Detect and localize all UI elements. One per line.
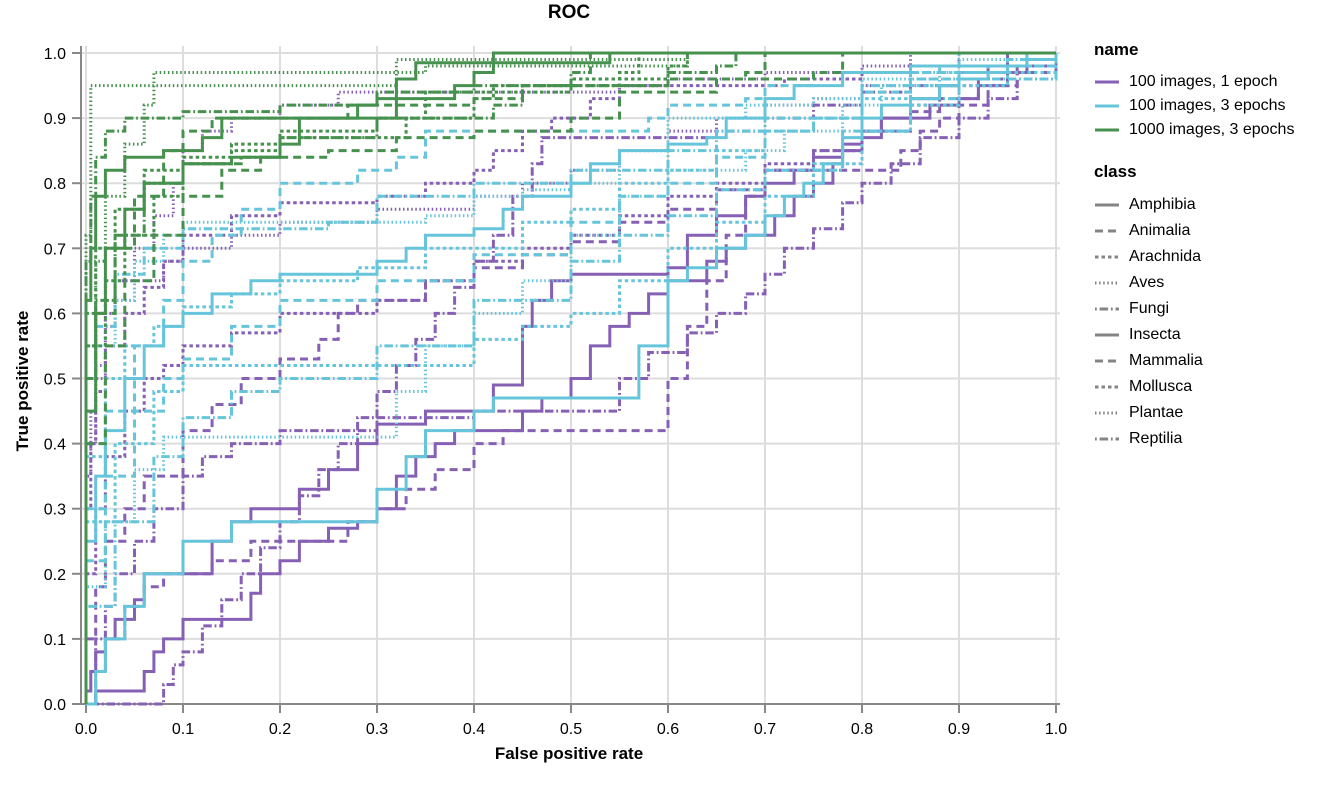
y-tick-label: 0.2 <box>44 567 66 584</box>
x-tick-label: 0.4 <box>463 721 485 738</box>
legend-class-entries: Amphibia Animalia Arachnida Aves Fungi Insect… <box>1094 192 1334 452</box>
y-tick-label: 0.3 <box>44 502 66 519</box>
y-tick-label: 0.5 <box>44 372 66 389</box>
legend-entry-100-images-1-epoch: 100 images, 1 epoch <box>1094 70 1334 94</box>
legend-entry-plantae: Plantae <box>1094 400 1334 426</box>
roc-curve-100-images-1-epoch-animalia <box>86 53 1058 706</box>
legend-entry-reptilia: Reptilia <box>1094 426 1334 452</box>
legend-entry-100-images-1-epoch-label: 100 images, 1 epoch <box>1129 73 1278 90</box>
legend-entry-aves-label: Aves <box>1129 274 1165 291</box>
x-tick-label: 1.0 <box>1045 721 1067 738</box>
legend-entry-arachnida: Arachnida <box>1094 244 1334 270</box>
legend-entry-plantae-label: Plantae <box>1129 404 1184 421</box>
roc-curve-1000-images-3-epochs-amphibia <box>84 51 1056 704</box>
roc-curve-1000-images-3-epochs-mollusca <box>84 51 1056 704</box>
roc-curve-100-images-1-epoch-insecta <box>86 53 1058 706</box>
legend-swatch-line <box>1095 333 1119 337</box>
roc-curve-100-images-3-epochs-reptilia <box>84 53 1058 704</box>
legend-swatch-line <box>1095 385 1119 389</box>
legend-entry-amphibia-label: Amphibia <box>1129 196 1196 213</box>
x-tick-label: 0.1 <box>172 721 194 738</box>
legend-entry-arachnida-label: Arachnida <box>1129 248 1202 265</box>
legend-entry-fungi: Fungi <box>1094 296 1334 322</box>
legend-entry-fungi-label: Fungi <box>1129 300 1170 317</box>
legend-swatch-line <box>1095 359 1119 363</box>
y-tick-label: 1.0 <box>44 46 66 63</box>
x-tick-label: 0.0 <box>75 721 97 738</box>
roc-curve-1000-images-3-epochs-reptilia <box>84 51 1056 704</box>
roc-curve-1000-images-3-epochs-animalia <box>84 51 1056 704</box>
legend-entry-mammalia: Mammalia <box>1094 348 1334 374</box>
roc-curve-1000-images-3-epochs-mammalia <box>84 51 1056 704</box>
roc-curve-100-images-1-epoch-fungi <box>84 53 1058 704</box>
legend-entry-100-images-3-epochs-label: 100 images, 3 epochs <box>1129 97 1286 114</box>
x-axis-title: False positive rate <box>494 744 644 763</box>
legend-swatch-line <box>1095 437 1119 441</box>
legend-swatch-line <box>1095 229 1119 233</box>
y-tick-label: 0.9 <box>44 111 66 128</box>
legend: name 100 images, 1 epoch 100 images, 3 ep… <box>1094 40 1334 452</box>
x-tick-label: 0.5 <box>560 721 582 738</box>
roc-curve-100-images-1-epoch-mammalia <box>84 53 1058 704</box>
legend-entry-aves: Aves <box>1094 270 1334 296</box>
x-tick-label: 0.2 <box>269 721 291 738</box>
y-axis-title: True positive rate <box>13 310 32 452</box>
roc-curve-100-images-3-epochs-mammalia <box>84 53 1058 704</box>
legend-swatch-line <box>1095 255 1119 259</box>
x-tick-label: 0.8 <box>851 721 873 738</box>
legend-swatch-line <box>1095 104 1119 108</box>
roc-curve-100-images-3-epochs-plantae <box>84 53 1058 704</box>
legend-entry-amphibia: Amphibia <box>1094 192 1334 218</box>
roc-curve-100-images-3-epochs-insecta <box>86 53 1058 706</box>
roc-curve-100-images-3-epochs-mollusca <box>84 53 1058 704</box>
legend-entry-mollusca: Mollusca <box>1094 374 1334 400</box>
legend-entry-animalia: Animalia <box>1094 218 1334 244</box>
y-tick-label: 0.7 <box>44 241 66 258</box>
legend-swatch-line <box>1095 307 1119 311</box>
legend-entry-reptilia-label: Reptilia <box>1129 430 1183 447</box>
legend-swatch-line <box>1095 411 1119 415</box>
legend-swatch-line <box>1095 203 1119 207</box>
x-tick-label: 0.3 <box>366 721 388 738</box>
legend-name-title: name <box>1094 40 1139 59</box>
y-tick-label: 0.1 <box>44 632 66 649</box>
y-tick-label: 0.0 <box>44 697 66 714</box>
y-tick-label: 0.8 <box>44 176 66 193</box>
roc-curve-100-images-1-epoch-arachnida <box>84 51 1056 704</box>
legend-entry-1000-images-3-epochs-label: 1000 images, 3 epochs <box>1129 121 1295 138</box>
legend-swatch-line <box>1095 281 1119 285</box>
roc-curve-100-images-3-epochs-aves <box>84 53 1058 704</box>
roc-curve-100-images-3-epochs-animalia <box>84 51 1056 704</box>
roc-curve-1000-images-3-epochs-arachnida <box>84 51 1056 704</box>
legend-entry-animalia-label: Animalia <box>1129 222 1191 239</box>
x-tick-label: 0.7 <box>754 721 776 738</box>
legend-class-title: class <box>1094 162 1137 181</box>
legend-swatch-line <box>1095 80 1119 84</box>
legend-entry-insecta-label: Insecta <box>1129 326 1181 343</box>
roc-curve-100-images-3-epochs-arachnida <box>84 53 1058 704</box>
y-tick-label: 0.6 <box>44 306 66 323</box>
x-tick-label: 0.6 <box>657 721 679 738</box>
legend-entry-mammalia-label: Mammalia <box>1129 352 1203 369</box>
roc-curve-100-images-1-epoch-reptilia <box>86 53 1058 706</box>
chart-title: ROC <box>547 2 591 23</box>
roc-curve-1000-images-3-epochs-aves <box>84 51 1056 704</box>
legend-entry-1000-images-3-epochs: 1000 images, 3 epochs <box>1094 118 1334 142</box>
x-tick-label: 0.9 <box>948 721 970 738</box>
legend-swatch-line <box>1095 128 1119 132</box>
roc-curve-100-images-1-epoch-aves <box>84 53 1058 704</box>
legend-entry-insecta: Insecta <box>1094 322 1334 348</box>
legend-entry-mollusca-label: Mollusca <box>1129 378 1193 395</box>
y-tick-label: 0.4 <box>44 437 66 454</box>
roc-curve-1000-images-3-epochs-plantae <box>84 51 1056 704</box>
legend-entry-100-images-3-epochs: 100 images, 3 epochs <box>1094 94 1334 118</box>
legend-name-entries: 100 images, 1 epoch 100 images, 3 epochs 1… <box>1094 70 1334 142</box>
